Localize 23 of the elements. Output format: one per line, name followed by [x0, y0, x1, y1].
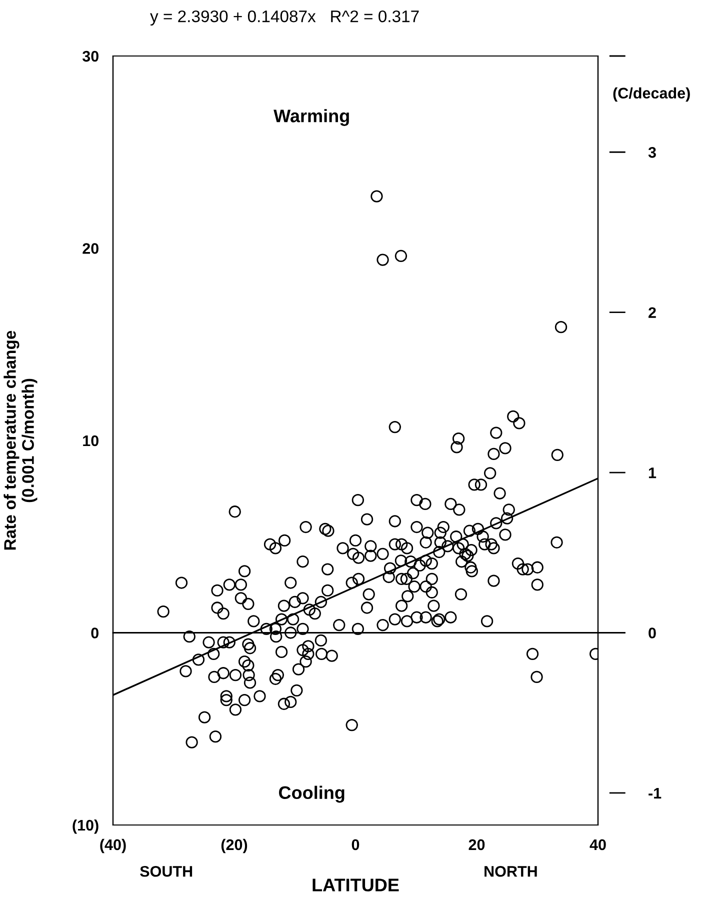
x-tick-label: 20 — [468, 839, 485, 850]
y-tick-label: 20 — [82, 243, 98, 254]
y2-tick-label: 1 — [648, 468, 656, 478]
y2-tick-label: 2 — [648, 307, 656, 318]
y-tick-label: 0 — [91, 628, 98, 638]
y-tick-label: 30 — [82, 50, 98, 62]
y2-tick-label: -1 — [648, 788, 662, 798]
y2-axis-title: (C/decade) — [613, 87, 690, 102]
y2-tick-label: 3 — [648, 146, 656, 158]
y-tick-label: (10) — [72, 819, 98, 834]
x-axis-title: LATITUDE — [312, 878, 399, 892]
x-tick-label: 40 — [590, 839, 606, 850]
text: NORTH — [484, 866, 537, 877]
annotation: Cooling — [279, 786, 344, 803]
chart-title: y = 2.3930 + 0.14087x R^2 = 0.317 — [150, 10, 419, 26]
y-tick-label: 10 — [83, 435, 98, 446]
x-tick-label: (20) — [221, 838, 248, 854]
text: SOUTH — [140, 866, 192, 877]
x-tick-label: 0 — [352, 839, 360, 850]
y-axis-title: Rate of temperature change (0.001 C/month) — [4, 330, 38, 550]
y2-tick-label: 0 — [648, 628, 656, 638]
x-tick-label: (40) — [100, 838, 126, 854]
annotation: Warming — [274, 109, 349, 126]
